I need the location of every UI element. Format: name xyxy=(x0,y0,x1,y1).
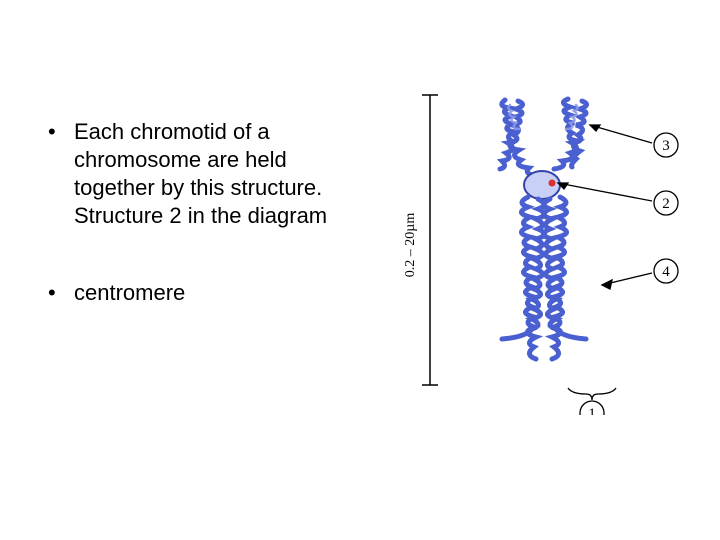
chromosome-diagram: 0.2 – 20µm xyxy=(390,85,700,415)
answer-bullet: • centromere xyxy=(48,279,358,307)
question-bullet: • Each chromotid of a chromosome are hel… xyxy=(48,118,358,231)
question-text: Each chromotid of a chromosome are held … xyxy=(74,118,358,231)
answer-text: centromere xyxy=(74,279,358,307)
chromosome-body xyxy=(500,99,587,359)
centromere-dot xyxy=(549,180,556,187)
bullet-dot: • xyxy=(48,279,74,307)
label-3: 3 xyxy=(662,138,670,154)
label-4: 4 xyxy=(662,264,670,280)
chromosome-svg: 0.2 – 20µm xyxy=(390,85,700,415)
text-content: • Each chromotid of a chromosome are hel… xyxy=(48,118,358,355)
callouts: 3 2 4 1 xyxy=(558,125,678,415)
scale-bar: 0.2 – 20µm xyxy=(403,95,438,385)
scale-label: 0.2 – 20µm xyxy=(403,213,418,278)
label-1: 1 xyxy=(588,406,596,415)
label-2: 2 xyxy=(662,196,670,212)
bullet-dot: • xyxy=(48,118,74,146)
